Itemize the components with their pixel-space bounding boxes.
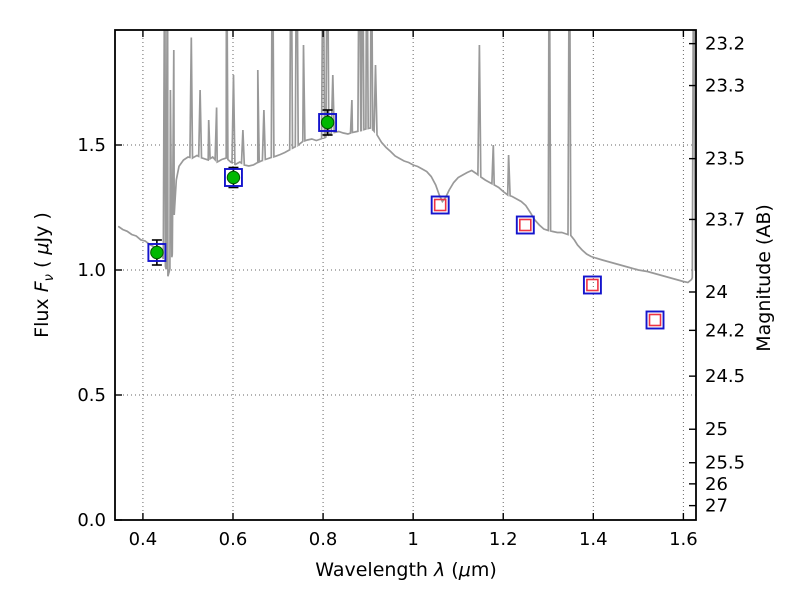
x-tick-label: 1 [407, 529, 418, 550]
y-axis-label-right: Magnitude (AB) [753, 204, 775, 352]
photometry-square [318, 113, 338, 132]
x-axis-label-text: Wavelength [315, 559, 434, 581]
photometry-square [224, 168, 243, 187]
magnitude-tick-label: 23.2 [705, 34, 745, 55]
x-tick-label: 1.2 [489, 529, 518, 550]
gridlines [115, 30, 696, 520]
y-tick-label-left: 0.5 [77, 385, 106, 406]
y-axis-label-left: Flux Fν ( μJy ) [31, 212, 57, 338]
photometry-markers [147, 109, 665, 330]
galaxy-spectrum-line [117, 30, 696, 284]
photometry-square [430, 195, 450, 215]
y-tick-label-left: 1.0 [77, 260, 106, 281]
photometry-square [645, 310, 665, 330]
axis-ticks [115, 30, 696, 521]
x-axis-label-open: ( [445, 559, 458, 581]
tick-labels: 0.4 0.6 0.8 1 1.2 1.4 1.6 0.0 0.5 1.0 1.5 23.2 23.3 2… [77, 34, 745, 550]
measured-flux-point [226, 170, 241, 185]
magnitude-tick-label: 23.3 [705, 76, 745, 97]
magnitude-tick-label: 24.2 [705, 320, 745, 341]
flux-F-symbol: F [31, 280, 53, 292]
model-photometry-square [519, 218, 532, 232]
model-photometry-square [648, 313, 662, 327]
magnitude-tick-label: 25.5 [705, 453, 745, 474]
magnitude-tick-label: 24 [705, 282, 728, 303]
flux-label-suffix: Jy ) [31, 212, 53, 243]
magnitude-tick-label: 23.5 [705, 149, 745, 170]
measured-flux-point [150, 245, 164, 260]
flux-label-mid: ( [31, 255, 53, 275]
magnitude-tick-label: 27 [705, 496, 728, 517]
x-tick-label: 0.4 [129, 529, 158, 550]
y-tick-label-left: 0.0 [77, 510, 106, 531]
x-tick-label: 1.6 [669, 529, 698, 550]
model-photometry-square [586, 278, 599, 292]
magnitude-tick-label: 25 [705, 419, 728, 440]
photometry-square [147, 243, 167, 262]
x-axis-label: Wavelength λ (μm) [315, 559, 496, 581]
x-axis-label-close: m) [471, 559, 497, 581]
mu-symbol-y: μ [31, 242, 53, 255]
magnitude-tick-label: 23.7 [705, 209, 745, 230]
x-tick-label: 0.8 [309, 529, 338, 550]
magnitude-tick-label: 26 [705, 474, 728, 495]
mu-symbol-x: μ [458, 559, 471, 581]
lambda-symbol: λ [433, 559, 445, 581]
photometry-square [515, 215, 535, 235]
x-tick-label: 0.6 [219, 529, 248, 550]
flux-label-text: Flux [31, 292, 53, 338]
nu-subscript: ν [42, 274, 57, 281]
model-photometry-square [433, 198, 447, 212]
photometry-square [582, 275, 602, 295]
plot-frame [114, 29, 697, 521]
spectrum-line-group [117, 30, 696, 284]
measured-flux-point [320, 115, 335, 130]
magnitude-tick-label: 24.5 [705, 366, 745, 387]
x-tick-label: 1.4 [579, 529, 608, 550]
y-tick-label-left: 1.5 [77, 135, 106, 156]
